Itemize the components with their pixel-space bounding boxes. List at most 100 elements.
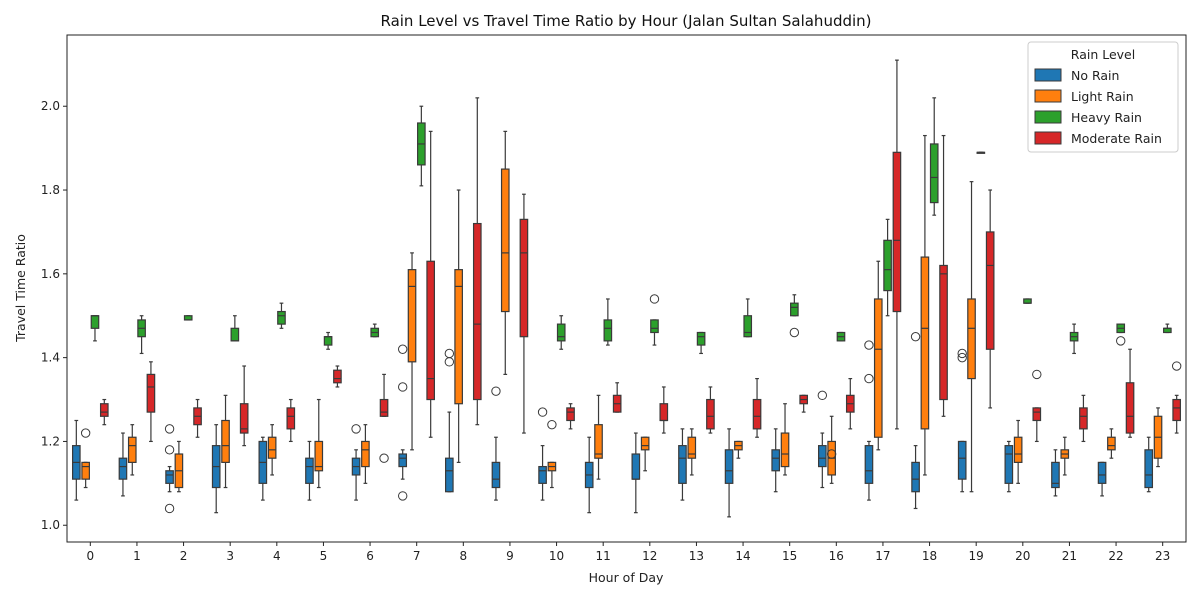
outlier-point — [398, 491, 408, 501]
iqr-box — [678, 445, 687, 484]
box-plot — [1144, 436, 1154, 493]
outlier-point — [1116, 336, 1126, 346]
iqr-box — [1172, 398, 1182, 422]
box-plot — [127, 424, 137, 476]
box-plot — [1163, 323, 1172, 334]
iqr-box — [519, 218, 529, 338]
box-plot — [230, 315, 240, 342]
x-tick-label: 23 — [1155, 549, 1170, 563]
iqr-box — [118, 457, 128, 480]
box-plot — [137, 315, 146, 355]
box-plot — [678, 428, 687, 501]
box-plot — [910, 331, 921, 510]
box-plot — [407, 252, 417, 451]
iqr-box — [239, 403, 249, 434]
legend-frame — [1027, 41, 1179, 153]
box-plot — [631, 432, 641, 514]
iqr-box — [491, 461, 501, 489]
iqr-box — [333, 369, 342, 384]
iqr-box — [817, 445, 827, 468]
box-plot — [417, 105, 426, 187]
iqr-box — [985, 231, 995, 350]
outlier-point — [957, 348, 967, 359]
iqr-box — [407, 269, 417, 363]
outlier-point — [864, 340, 874, 350]
iqr-box — [1051, 461, 1060, 489]
x-tick-label: 4 — [273, 549, 281, 563]
legend-swatch — [1034, 68, 1062, 82]
box-plot — [333, 365, 342, 388]
x-tick-label: 17 — [875, 549, 890, 563]
iqr-box — [939, 264, 948, 401]
box-plot — [799, 394, 809, 413]
legend-swatch — [1034, 131, 1062, 145]
box-plot — [99, 398, 109, 426]
box-plot — [1023, 298, 1032, 304]
iqr-box — [911, 461, 920, 493]
box-plot — [164, 424, 175, 514]
box-plot — [398, 344, 408, 501]
box-plot — [603, 298, 613, 346]
box-plot — [724, 428, 734, 518]
iqr-box — [398, 453, 408, 468]
box-plot — [90, 315, 100, 342]
outlier-point — [491, 386, 501, 396]
iqr-box — [687, 436, 697, 459]
outlier-point — [80, 428, 91, 438]
iqr-box — [752, 398, 762, 430]
outlier-point — [351, 424, 361, 434]
box-plot — [351, 424, 361, 501]
box-plot — [221, 394, 230, 489]
box-plot — [500, 130, 510, 375]
y-tick-label: 1.0 — [41, 518, 60, 532]
iqr-box — [929, 143, 939, 204]
legend-item: No Rain — [1034, 68, 1119, 83]
box-plot — [883, 218, 892, 317]
iqr-box — [277, 310, 286, 325]
x-tick-label: 12 — [642, 549, 657, 563]
iqr-box — [426, 260, 436, 401]
iqr-box — [1125, 382, 1135, 434]
box-plot — [594, 394, 603, 480]
iqr-box — [99, 403, 109, 417]
box-plot — [649, 294, 660, 346]
iqr-box — [314, 440, 324, 472]
x-tick-label: 11 — [596, 549, 611, 563]
legend-swatch — [1034, 110, 1062, 124]
outlier-point — [164, 424, 175, 434]
plot-area-frame — [66, 34, 1187, 543]
iqr-box — [1079, 407, 1088, 430]
outlier-point — [1032, 369, 1042, 380]
chart-title: Rain Level vs Travel Time Ratio by Hour … — [380, 12, 871, 30]
legend-item: Heavy Rain — [1034, 110, 1142, 125]
box-plot — [547, 419, 557, 489]
legend-label: Light Rain — [1071, 89, 1134, 104]
box-plot — [472, 97, 482, 426]
box-plot — [556, 315, 566, 350]
iqr-box — [221, 419, 230, 463]
box-plot — [1069, 323, 1079, 355]
box-plot — [211, 424, 221, 514]
iqr-box — [566, 407, 575, 422]
legend-title: Rain Level — [1071, 47, 1135, 62]
box-plot — [71, 419, 81, 501]
outlier-point — [537, 407, 548, 417]
iqr-box — [696, 331, 706, 346]
outlier-point — [826, 449, 837, 459]
outlier-point — [957, 352, 967, 363]
box-plot — [239, 365, 249, 447]
x-tick-label: 13 — [689, 549, 704, 563]
y-tick-label: 1.2 — [41, 434, 60, 448]
box-plot — [734, 440, 743, 459]
box-plot — [183, 315, 193, 321]
box-plot — [370, 323, 380, 338]
x-tick-label: 8 — [459, 549, 467, 563]
iqr-box — [81, 461, 90, 480]
outlier-point — [789, 327, 800, 338]
box-plot — [845, 377, 855, 430]
iqr-box — [631, 453, 641, 480]
iqr-box — [127, 436, 137, 463]
y-tick-label: 1.6 — [41, 267, 60, 281]
legend-item: Moderate Rain — [1034, 131, 1162, 146]
iqr-box — [1097, 461, 1107, 484]
